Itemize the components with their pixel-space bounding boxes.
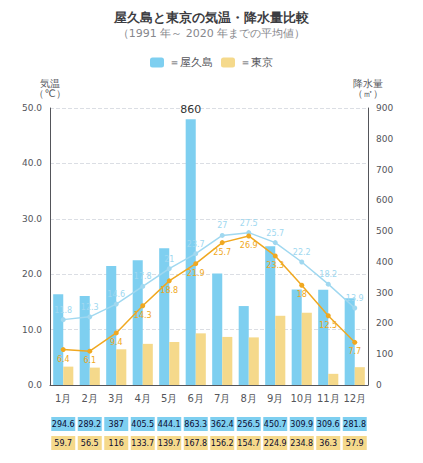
svg-text:23.7: 23.7 [187, 240, 205, 249]
svg-text:9.4: 9.4 [110, 338, 123, 347]
svg-text:300: 300 [376, 288, 393, 298]
svg-text:（1991 年～ 2020 年までの平均値）: （1991 年～ 2020 年までの平均値） [118, 27, 305, 40]
svg-text:6.4: 6.4 [57, 355, 70, 364]
svg-text:25.7: 25.7 [213, 248, 231, 257]
svg-text:100: 100 [376, 349, 393, 359]
svg-text:7.7: 7.7 [348, 347, 361, 356]
svg-text:167.8: 167.8 [184, 439, 207, 448]
svg-text:23.3: 23.3 [266, 261, 284, 270]
svg-text:4月: 4月 [135, 393, 151, 404]
svg-text:444.1: 444.1 [158, 420, 181, 429]
svg-text:450.7: 450.7 [264, 420, 287, 429]
svg-text:309.6: 309.6 [317, 420, 340, 429]
svg-text:387: 387 [109, 420, 124, 429]
svg-text:屋久島と東京の気温・降水量比較: 屋久島と東京の気温・降水量比較 [113, 10, 310, 25]
svg-text:860: 860 [180, 103, 201, 116]
svg-text:10月: 10月 [290, 393, 313, 404]
svg-text:21.9: 21.9 [187, 269, 205, 278]
svg-text:200: 200 [376, 318, 393, 328]
svg-text:400: 400 [376, 257, 393, 267]
svg-text:6.1: 6.1 [83, 356, 96, 365]
svg-text:＝東京: ＝東京 [240, 56, 273, 69]
svg-text:10.0: 10.0 [22, 325, 42, 335]
svg-text:14.3: 14.3 [134, 311, 152, 320]
svg-text:13.9: 13.9 [346, 294, 364, 303]
svg-text:156.2: 156.2 [211, 439, 234, 448]
svg-text:11月: 11月 [317, 393, 340, 404]
svg-text:0.0: 0.0 [28, 380, 43, 390]
svg-text:281.8: 281.8 [343, 420, 366, 429]
svg-text:900: 900 [376, 103, 393, 113]
svg-text:（℃）: （℃） [34, 88, 65, 99]
svg-text:59.7: 59.7 [54, 439, 72, 448]
svg-text:12.3: 12.3 [81, 303, 99, 312]
svg-text:362.4: 362.4 [211, 420, 234, 429]
svg-text:56.5: 56.5 [81, 439, 99, 448]
svg-text:12月: 12月 [343, 393, 366, 404]
svg-text:234.8: 234.8 [290, 439, 313, 448]
svg-text:36.3: 36.3 [319, 439, 337, 448]
svg-text:700: 700 [376, 165, 393, 175]
svg-text:294.6: 294.6 [52, 420, 75, 429]
svg-text:18.8: 18.8 [160, 286, 178, 295]
svg-text:21: 21 [164, 255, 174, 264]
svg-text:0: 0 [376, 380, 382, 390]
svg-text:6月: 6月 [188, 393, 204, 404]
svg-text:309.9: 309.9 [290, 420, 313, 429]
svg-text:1月: 1月 [55, 393, 71, 404]
svg-text:2月: 2月 [82, 393, 98, 404]
svg-text:27: 27 [217, 221, 227, 230]
svg-text:18.2: 18.2 [319, 270, 337, 279]
svg-text:800: 800 [376, 134, 393, 144]
svg-text:600: 600 [376, 195, 393, 205]
svg-text:17.8: 17.8 [134, 272, 152, 281]
svg-text:8月: 8月 [241, 393, 257, 404]
svg-text:405.5: 405.5 [131, 420, 154, 429]
svg-text:降水量: 降水量 [353, 77, 383, 89]
svg-text:289.2: 289.2 [78, 420, 101, 429]
svg-text:22.2: 22.2 [293, 248, 311, 257]
svg-text:3月: 3月 [108, 393, 124, 404]
svg-text:40.0: 40.0 [22, 158, 42, 168]
svg-text:30.0: 30.0 [22, 214, 42, 224]
svg-text:20.0: 20.0 [22, 269, 42, 279]
svg-text:256.5: 256.5 [237, 420, 260, 429]
svg-text:27.5: 27.5 [240, 219, 258, 228]
svg-text:（㎡）: （㎡） [353, 88, 383, 99]
svg-text:11.8: 11.8 [54, 306, 72, 315]
svg-text:気温: 気温 [40, 77, 60, 89]
svg-text:＝屋久島: ＝屋久島 [169, 56, 213, 69]
svg-text:18: 18 [297, 290, 307, 299]
svg-text:224.9: 224.9 [264, 439, 287, 448]
svg-text:50.0: 50.0 [22, 103, 42, 113]
svg-text:500: 500 [376, 226, 393, 236]
svg-text:7月: 7月 [214, 393, 230, 404]
svg-text:863.3: 863.3 [184, 420, 207, 429]
svg-text:14.6: 14.6 [107, 290, 125, 299]
svg-text:139.7: 139.7 [158, 439, 181, 448]
svg-text:5月: 5月 [161, 393, 177, 404]
svg-text:154.7: 154.7 [237, 439, 260, 448]
svg-text:26.9: 26.9 [240, 241, 258, 250]
svg-text:133.7: 133.7 [131, 439, 154, 448]
svg-text:12.5: 12.5 [319, 321, 337, 330]
svg-text:57.9: 57.9 [346, 439, 364, 448]
svg-text:116: 116 [109, 439, 124, 448]
svg-text:25.7: 25.7 [266, 229, 284, 238]
svg-text:9月: 9月 [267, 393, 283, 404]
